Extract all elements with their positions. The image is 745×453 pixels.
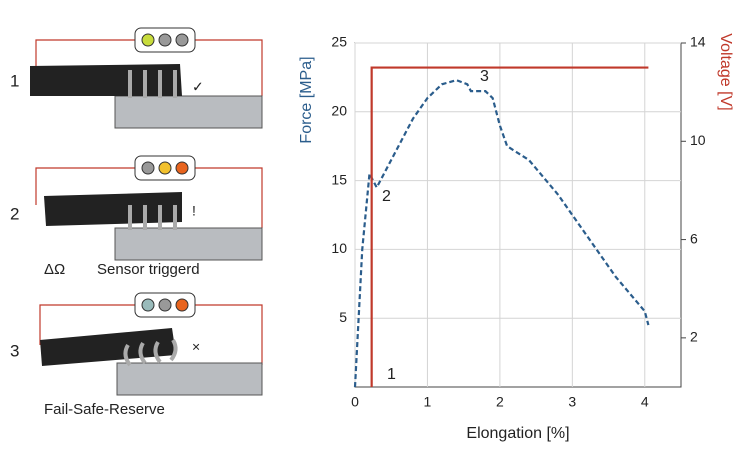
y-tick-label: 20 [331, 103, 347, 119]
x-tick-label: 0 [351, 394, 359, 410]
y2-axis-label: Voltage [V] [717, 33, 734, 110]
y-tick-label: 15 [331, 171, 347, 187]
lamp [141, 298, 155, 312]
annotation: 2 [382, 188, 391, 205]
panel-1: ✓ 1 [10, 27, 263, 129]
wire [35, 39, 263, 96]
panel-label: 3 [10, 341, 19, 360]
lamp [175, 161, 189, 175]
x-tick-label: 3 [568, 394, 576, 410]
fabric [44, 192, 182, 226]
status-mark: ✓ [192, 79, 204, 95]
lamp [175, 33, 189, 47]
y2-tick-label: 10 [690, 132, 706, 148]
diagram: ✓ 1 ! 2 ΔΩ Sensor triggerd × [10, 27, 263, 418]
panel-3: × 3 Fail-Safe-Reserve [10, 292, 263, 418]
caption: Fail-Safe-Reserve [44, 401, 165, 418]
x-axis-label: Elongation [%] [466, 425, 569, 442]
x-tick-label: 2 [496, 394, 504, 410]
data-line [370, 66, 649, 387]
lamp [158, 298, 172, 312]
y-tick-label: 5 [339, 309, 347, 325]
annotation: 1 [387, 366, 396, 383]
panel-label: 2 [10, 204, 19, 223]
metal-block [116, 362, 263, 396]
symbol: ΔΩ [44, 261, 65, 278]
lamp [141, 161, 155, 175]
y2-tick-label: 2 [690, 329, 698, 345]
panel-2: ! 2 ΔΩ Sensor triggerd [10, 155, 263, 278]
metal-block [114, 227, 263, 261]
lamp [158, 33, 172, 47]
panel-label: 1 [10, 71, 19, 90]
y2-tick-label: 6 [690, 230, 698, 246]
y-tick-label: 10 [331, 240, 347, 256]
lamp [141, 33, 155, 47]
status-mark: × [192, 339, 200, 355]
y2-tick-label: 14 [690, 34, 706, 50]
status-mark: ! [192, 203, 196, 219]
data-line [353, 78, 650, 388]
y-tick-label: 25 [331, 34, 347, 50]
wire [39, 304, 263, 365]
y-axis-label: Force [MPa] [298, 56, 315, 143]
metal-block [114, 95, 263, 129]
annotation: 3 [480, 68, 489, 85]
plot-frame [354, 42, 682, 388]
x-tick-label: 4 [641, 394, 649, 410]
x-tick-label: 1 [424, 394, 432, 410]
lamp [158, 161, 172, 175]
caption: Sensor triggerd [97, 261, 200, 278]
wire [35, 167, 263, 228]
lamp [175, 298, 189, 312]
